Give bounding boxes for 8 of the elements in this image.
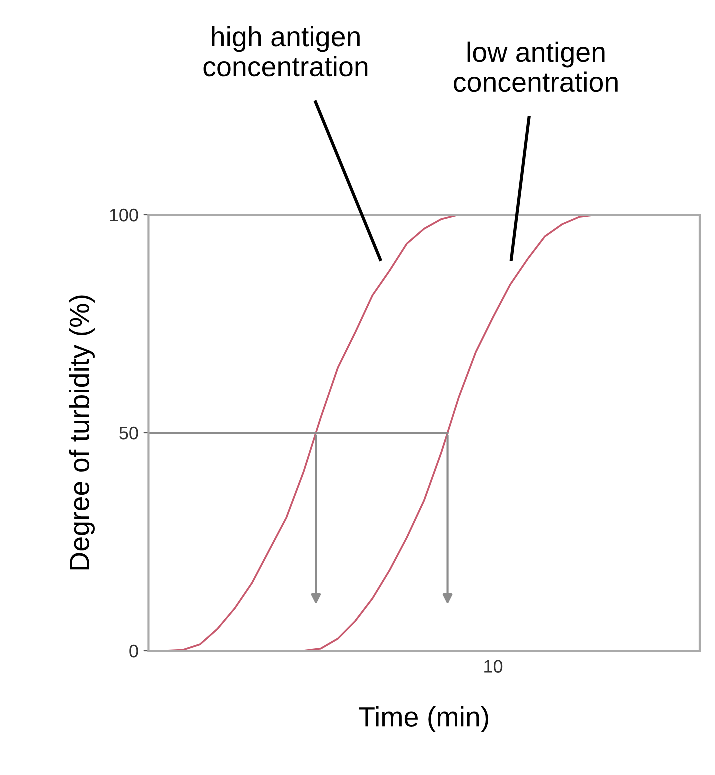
text: low antigen concentration [454, 42, 618, 92]
y-tick-label: 0 [130, 644, 138, 658]
y-tick-label: 50 [120, 426, 138, 440]
y-tick-label: 100 [110, 208, 138, 222]
y-axis-title: Degree of turbidity (%) [69, 296, 95, 570]
x-axis-title: Time (min) [359, 706, 488, 732]
text: 10 [484, 660, 503, 673]
text: high antigen concentration [204, 26, 368, 77]
